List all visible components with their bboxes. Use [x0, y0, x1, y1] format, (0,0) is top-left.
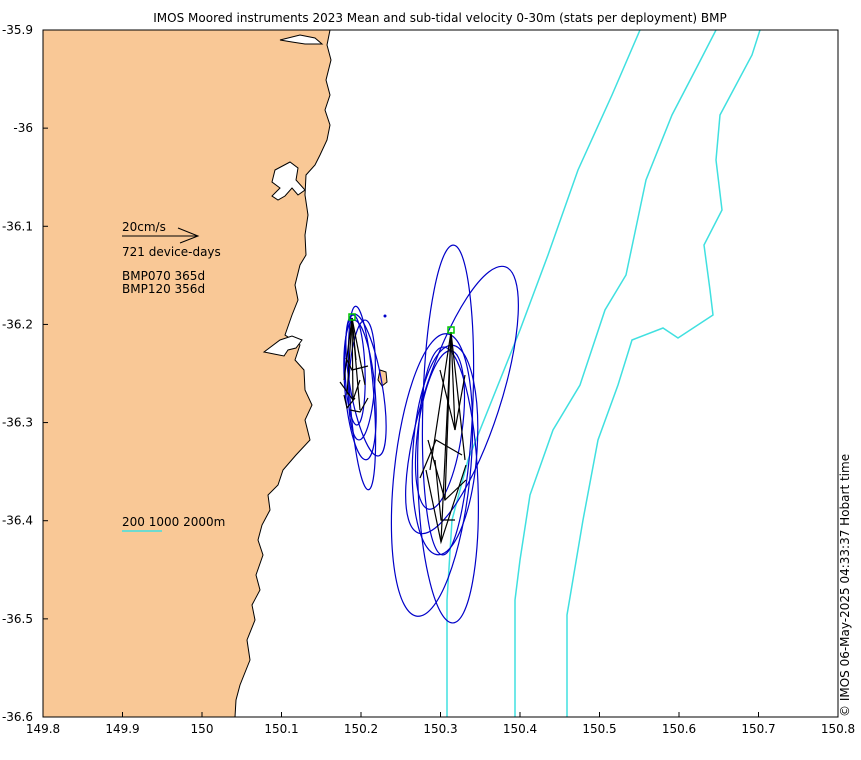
vectors-bmp120: [419, 331, 467, 545]
station-bmp070-marker: [348, 313, 356, 321]
y-tick-label: -36.1: [2, 219, 33, 233]
y-axis: -35.9 -36 -36.1 -36.2 -36.3 -36.4 -36.5 -36.6: [2, 23, 48, 724]
isobath-2000m: [566, 30, 761, 717]
ellipses-bmp120: [390, 244, 519, 624]
station-bmp120-marker: [447, 326, 455, 334]
mooring-label-1: BMP070 365d: [122, 269, 205, 283]
estuary-mid: [271, 161, 306, 201]
y-tick-label: -36.5: [2, 612, 33, 626]
x-tick-label: 150.8: [821, 722, 855, 736]
x-tick-label: 149.8: [26, 722, 60, 736]
scale-arrow-head: [177, 227, 200, 244]
land-mass: [43, 30, 332, 717]
y-tick-label: -36.3: [2, 416, 33, 430]
estuary-north: [279, 34, 324, 45]
small-blue-dot: [383, 314, 387, 318]
isobaths-label: 200 1000 2000m: [122, 515, 225, 529]
isobath-1000m: [514, 30, 717, 717]
x-tick-label: 150.1: [264, 722, 298, 736]
chart-title: IMOS Moored instruments 2023 Mean and su…: [153, 11, 726, 25]
x-tick-label: 150.6: [662, 722, 696, 736]
scale-label: 20cm/s: [122, 220, 166, 234]
x-tick-label: 150.7: [741, 722, 775, 736]
isobath-200m: [446, 30, 641, 717]
vectors-bmp070: [339, 317, 369, 413]
x-tick-label: 150.5: [582, 722, 616, 736]
estuary-south: [262, 335, 303, 357]
ellipses-bmp070: [343, 305, 387, 491]
x-tick-label: 150.2: [344, 722, 378, 736]
y-tick-label: -36.4: [2, 514, 33, 528]
x-tick-label: 150: [191, 722, 214, 736]
y-tick-label: -35.9: [2, 23, 33, 37]
x-tick-label: 149.9: [105, 722, 139, 736]
y-tick-label: -36.6: [2, 710, 33, 724]
x-tick-label: 150.4: [503, 722, 537, 736]
y-tick-label: -36.2: [2, 317, 33, 331]
x-tick-label: 150.3: [423, 722, 457, 736]
device-days-label: 721 device-days: [122, 245, 221, 259]
mooring-label-2: BMP120 356d: [122, 282, 205, 296]
x-axis: 149.8 149.9 150 150.1 150.2 150.3 150.4 150.5 15…: [26, 712, 855, 736]
y-tick-label: -36: [13, 121, 33, 135]
timestamp-label: © IMOS 06-May-2025 04:33:37 Hobart time: [838, 454, 852, 717]
